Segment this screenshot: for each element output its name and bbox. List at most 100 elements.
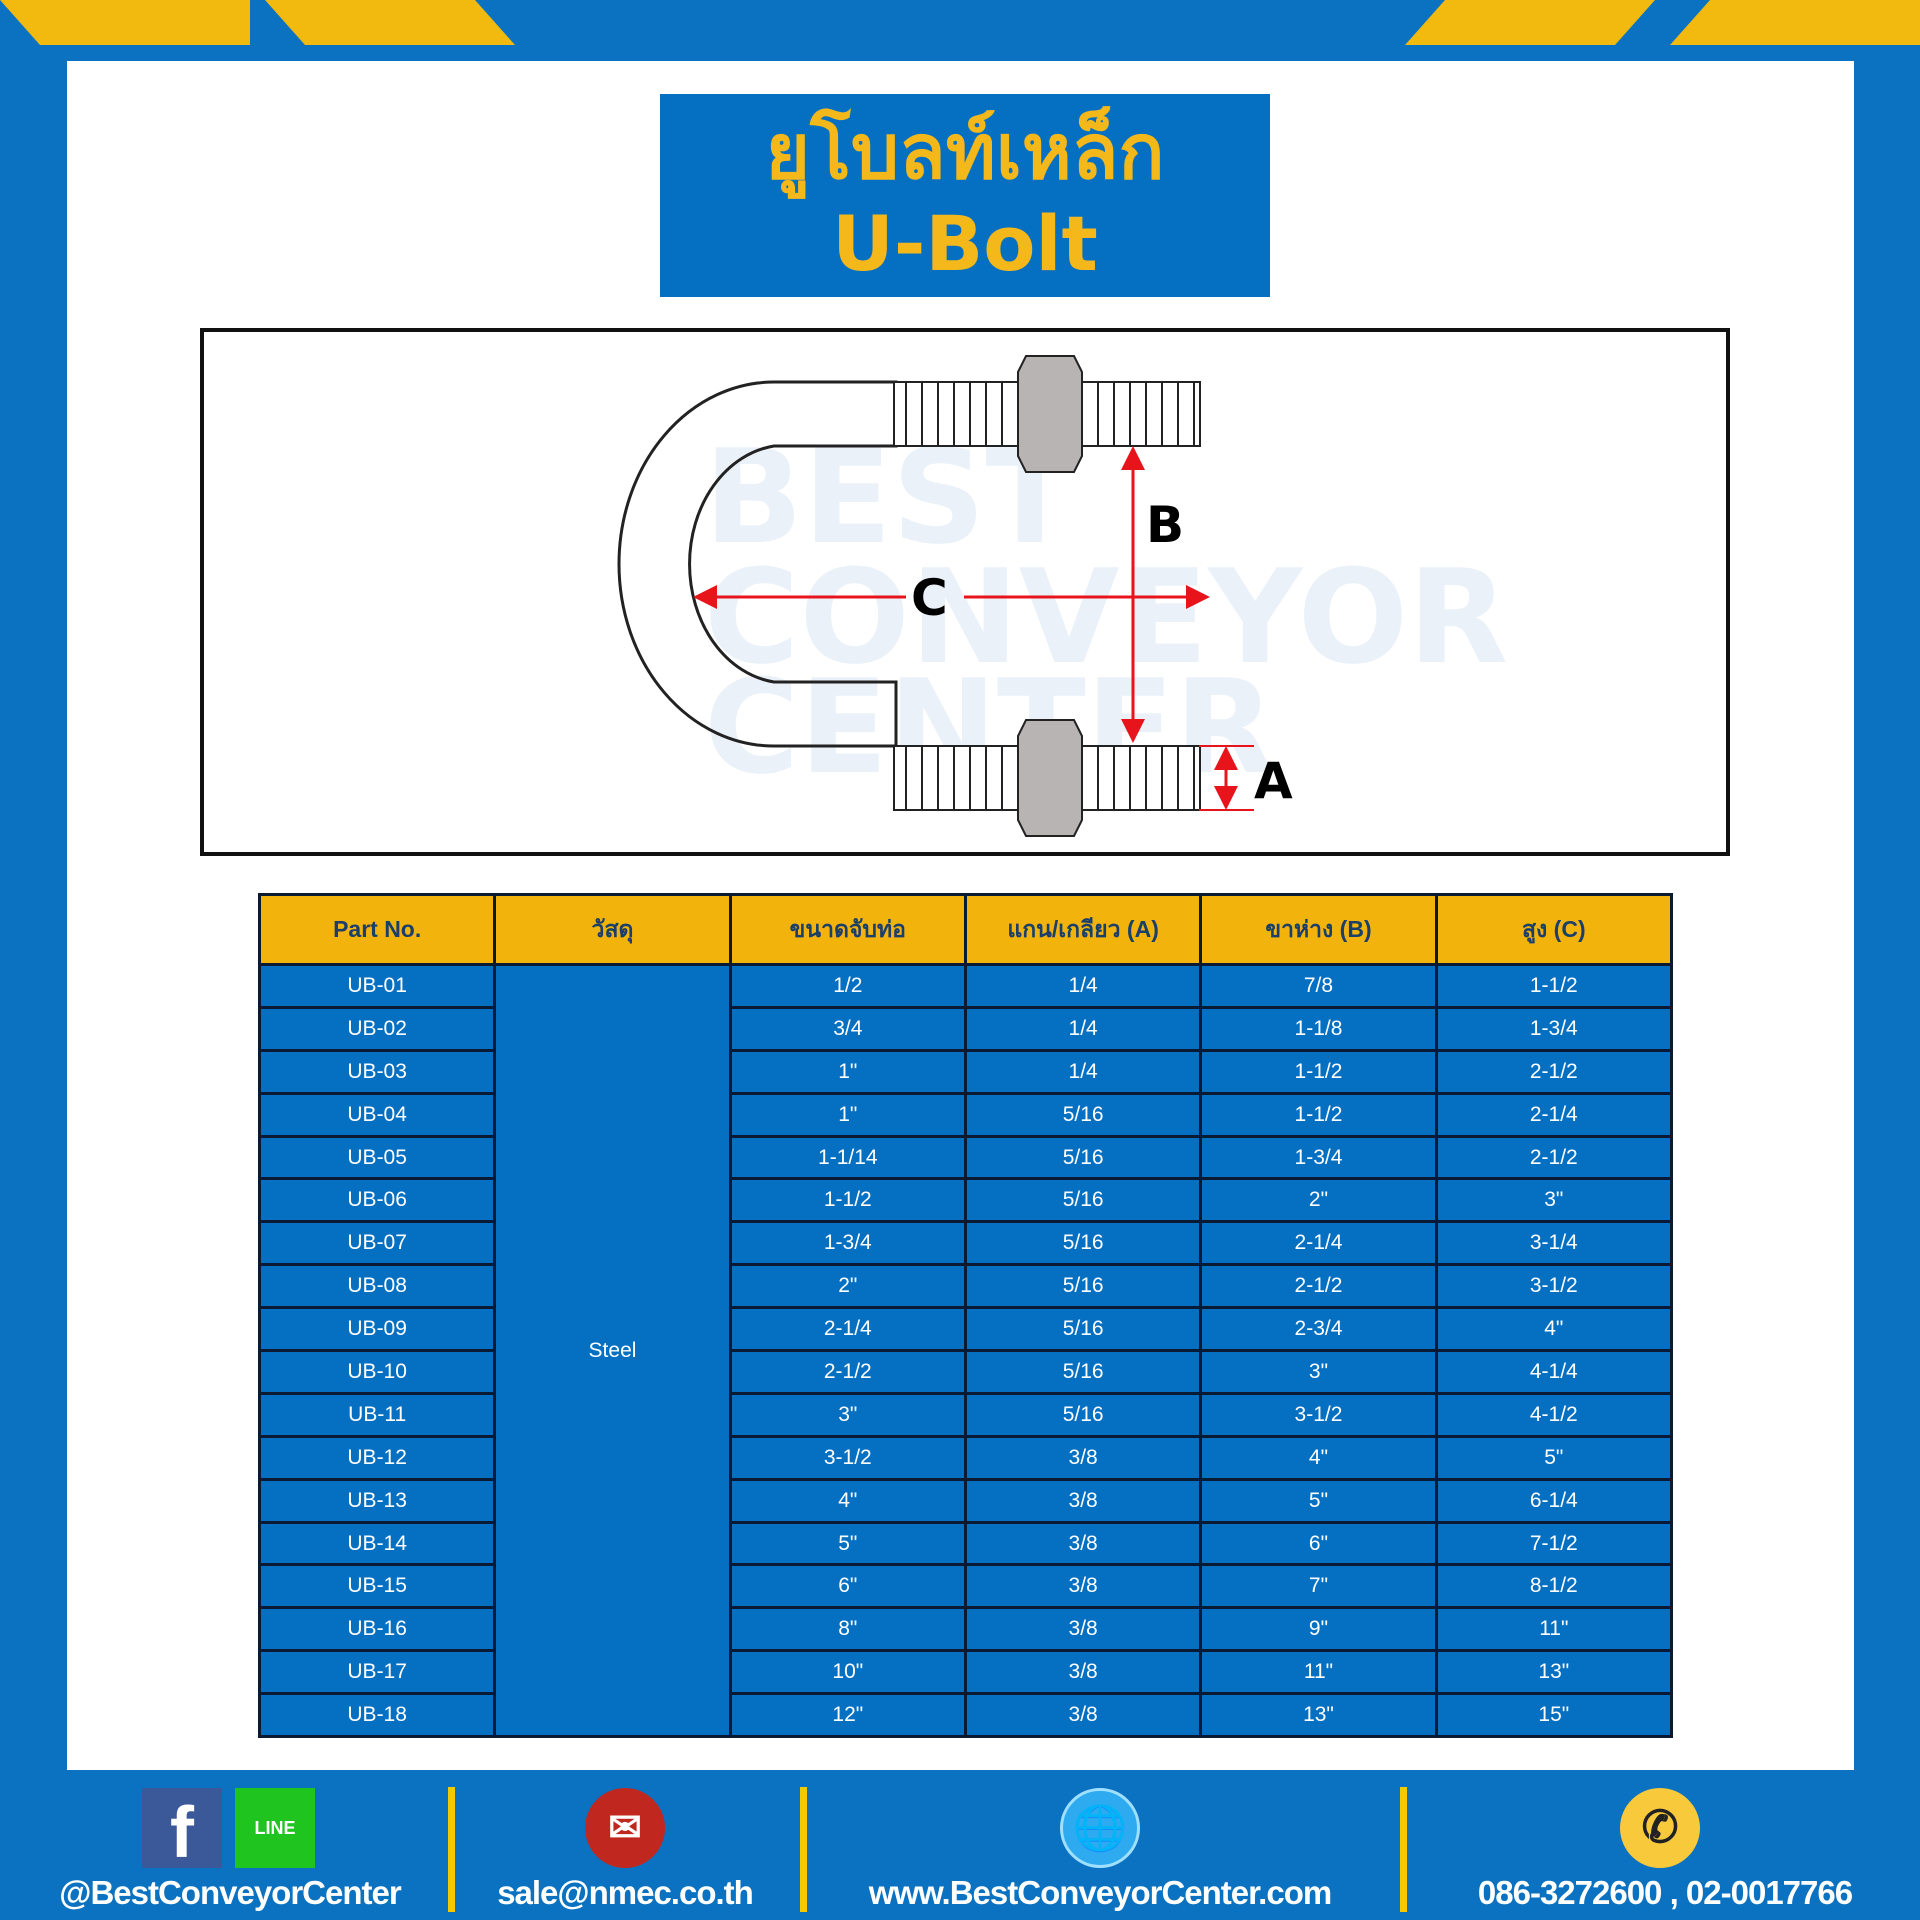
column-header: ขาห่าง (B) <box>1199 893 1438 966</box>
table-row: UB-02 3/4 1/4 1-1/8 1-3/4 <box>257 1005 1674 1052</box>
table-cell: UB-02 <box>257 1005 497 1052</box>
footer-social[interactable]: f LINE @BestConveyorCenter <box>30 1770 430 1920</box>
table-cell: 5/16 <box>963 1091 1203 1138</box>
watermark-conveyor: CONVEYOR <box>704 541 1508 693</box>
table-cell: 3/8 <box>963 1606 1203 1653</box>
table-cell: UB-03 <box>257 1048 497 1095</box>
top-stripe <box>0 0 250 45</box>
u-bolt-diagram: BEST CONVEYOR CENTER C B A <box>200 328 1730 856</box>
table-cell: 3/8 <box>963 1649 1203 1696</box>
table-cell: 1/2 <box>728 963 967 1009</box>
table-cell: 3/8 <box>963 1477 1203 1524</box>
u-bolt-drawing: BEST CONVEYOR CENTER C B A <box>617 355 1508 837</box>
u-bolt-spec-table: Part No. วัสดุ ขนาดจับท่อ แกน/เกลียว (A) ขาห… <box>257 893 1674 1739</box>
table-cell: 3/8 <box>963 1692 1203 1739</box>
table-cell: UB-07 <box>257 1220 497 1267</box>
label-b: B <box>1146 496 1184 554</box>
table-cell: 2-1/2 <box>1434 1048 1674 1095</box>
table-row: UB-04 1" 5/16 1-1/2 2-1/4 <box>257 1091 1674 1138</box>
table-cell: 8" <box>728 1606 967 1653</box>
nut-top <box>1017 355 1083 473</box>
table-cell: 3/8 <box>963 1520 1203 1567</box>
footer-divider <box>800 1787 807 1912</box>
footer-phone[interactable]: ✆ 086-3272600 , 02-0017766 <box>1420 1770 1910 1920</box>
table-cell: 1-3/4 <box>1199 1134 1438 1181</box>
table-cell: 6-1/4 <box>1434 1477 1674 1524</box>
footer: f LINE @BestConveyorCenter ✉ sale@nmec.c… <box>0 1770 1920 1920</box>
table-cell: 2-1/4 <box>1434 1091 1674 1138</box>
table-cell: 5" <box>728 1520 967 1567</box>
table-row: UB-18 12" 3/8 13" 15" <box>257 1692 1674 1739</box>
footer-email[interactable]: ✉ sale@nmec.co.th <box>465 1770 785 1920</box>
table-cell: 5" <box>1199 1477 1438 1524</box>
table-cell: 2-3/4 <box>1199 1306 1438 1353</box>
table-cell: 2-1/2 <box>1199 1263 1438 1310</box>
title-thai: ยูโบลท์เหล็ก <box>765 107 1165 196</box>
table-cell: 9" <box>1199 1606 1438 1653</box>
table-cell: UB-05 <box>257 1134 497 1181</box>
top-stripe <box>1670 0 1920 45</box>
table-cell: 10" <box>728 1649 967 1696</box>
table-cell: UB-18 <box>257 1692 497 1739</box>
line-icon[interactable]: LINE <box>235 1788 315 1868</box>
table-cell: 1/4 <box>963 1048 1203 1095</box>
table-cell: 2" <box>1199 1177 1438 1224</box>
top-stripe <box>1405 0 1655 45</box>
table-cell: 3/4 <box>728 1005 967 1052</box>
facebook-icon[interactable]: f <box>142 1788 222 1873</box>
table-cell: 1-1/2 <box>1199 1048 1438 1095</box>
email-address: sale@nmec.co.th <box>497 1874 754 1911</box>
table-cell: 1-1/2 <box>1434 963 1674 1009</box>
table-cell: 1/4 <box>963 963 1203 1009</box>
table-cell: 6" <box>728 1563 967 1610</box>
table-cell: 13" <box>1434 1649 1674 1696</box>
table-cell: 1-1/8 <box>1199 1005 1438 1052</box>
table-cell: 3" <box>1434 1177 1674 1224</box>
table-cell: 8-1/2 <box>1434 1563 1674 1610</box>
footer-website[interactable]: 🌐 www.BestConveyorCenter.com <box>820 1770 1380 1920</box>
table-cell: UB-04 <box>257 1091 497 1138</box>
table-cell: 1-1/14 <box>728 1134 967 1181</box>
table-cell: 12" <box>728 1692 967 1739</box>
table-cell: UB-01 <box>257 963 497 1009</box>
table-row: UB-06 1-1/2 5/16 2" 3" <box>257 1177 1674 1224</box>
table-row: UB-09 2-1/4 5/16 2-3/4 4" <box>257 1306 1674 1353</box>
table-cell: 5" <box>1434 1434 1674 1481</box>
table-cell: 1" <box>728 1091 967 1138</box>
table-cell: 7/8 <box>1199 963 1438 1009</box>
table-row: UB-11 3" 5/16 3-1/2 4-1/2 <box>257 1391 1674 1438</box>
table-row: UB-08 2" 5/16 2-1/2 3-1/2 <box>257 1263 1674 1310</box>
table-row: UB-10 2-1/2 5/16 3" 4-1/4 <box>257 1349 1674 1395</box>
table-cell: UB-14 <box>257 1520 497 1567</box>
table-cell: UB-10 <box>257 1349 497 1395</box>
table-cell: 4-1/2 <box>1434 1391 1674 1438</box>
table-cell: UB-16 <box>257 1606 497 1653</box>
nut-bottom <box>1017 719 1083 837</box>
table-cell: 3" <box>728 1391 967 1438</box>
table-cell: 13" <box>1199 1692 1438 1739</box>
table-cell: UB-11 <box>257 1391 497 1438</box>
table-cell: UB-13 <box>257 1477 497 1524</box>
table-cell: 3" <box>1199 1349 1438 1395</box>
u-bolt-body <box>617 380 898 748</box>
table-cell: 11" <box>1199 1649 1438 1696</box>
globe-icon: 🌐 <box>1060 1788 1140 1868</box>
table-cell: 3-1/2 <box>1434 1263 1674 1310</box>
table-cell: 4" <box>728 1477 967 1524</box>
phone-icon: ✆ <box>1620 1788 1700 1868</box>
table-row: UB-05 1-1/14 5/16 1-3/4 2-1/2 <box>257 1134 1674 1181</box>
table-cell: 1-1/2 <box>728 1177 967 1224</box>
table-row: UB-17 10" 3/8 11" 13" <box>257 1649 1674 1696</box>
table-cell: UB-09 <box>257 1306 497 1353</box>
table-cell: 2-1/4 <box>728 1306 967 1353</box>
table-cell: 1-3/4 <box>728 1220 967 1267</box>
footer-divider <box>1400 1787 1407 1912</box>
table-cell: UB-15 <box>257 1563 497 1610</box>
top-stripe <box>265 0 515 45</box>
table-row: UB-03 1" 1/4 1-1/2 2-1/2 <box>257 1048 1674 1095</box>
table-cell: 4-1/4 <box>1434 1349 1674 1395</box>
table-cell: 5/16 <box>963 1349 1203 1395</box>
title-banner: ยูโบลท์เหล็ก U-Bolt <box>660 94 1270 297</box>
table-cell: 5/16 <box>963 1306 1203 1353</box>
email-icon: ✉ <box>585 1788 665 1868</box>
